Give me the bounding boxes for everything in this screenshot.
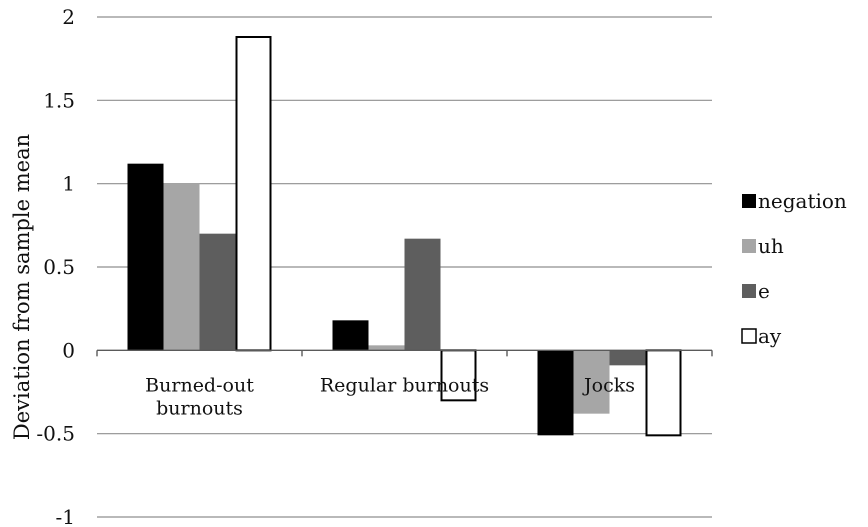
y-axis-tick-labels: 2 1.5 1 0.5 0 -0.5 -1 bbox=[36, 5, 75, 527]
legend-label-e: e bbox=[758, 279, 770, 303]
y-tick-label: -1 bbox=[56, 505, 75, 527]
y-tick-label: 1 bbox=[62, 172, 75, 196]
bar-e bbox=[609, 350, 646, 366]
legend-swatch-ay bbox=[741, 328, 757, 344]
bars bbox=[127, 36, 682, 437]
bar-negation bbox=[332, 320, 369, 351]
y-tick-label: 0 bbox=[62, 338, 75, 362]
bar-negation bbox=[537, 350, 574, 436]
y-axis-title: Deviation from sample mean bbox=[10, 134, 34, 440]
bar-uh bbox=[163, 183, 200, 351]
bar-ay bbox=[235, 36, 272, 352]
legend-swatch-e bbox=[742, 284, 756, 298]
bar-e bbox=[404, 238, 441, 351]
x-axis bbox=[96, 349, 713, 357]
legend-label-ay: ay bbox=[758, 324, 782, 348]
legend-label-negation: negation bbox=[758, 189, 847, 213]
legend-label-uh: uh bbox=[758, 234, 784, 258]
category-label: Burned-out burnouts bbox=[145, 374, 254, 419]
bar-uh bbox=[368, 345, 405, 351]
category-labels: Burned-out burnouts Regular burnouts Jocks bbox=[145, 374, 635, 419]
bar-ay bbox=[645, 349, 682, 437]
bar-e bbox=[199, 233, 236, 351]
legend-swatch-negation bbox=[742, 194, 756, 208]
y-tick-label: -0.5 bbox=[36, 422, 75, 446]
category-label: Jocks bbox=[582, 374, 635, 396]
y-tick-label: 2 bbox=[62, 5, 75, 29]
y-tick-label: 1.5 bbox=[43, 88, 75, 112]
bar-negation bbox=[127, 163, 164, 351]
category-label: Regular burnouts bbox=[320, 374, 489, 396]
legend-swatch-uh bbox=[742, 239, 756, 253]
y-tick-label: 0.5 bbox=[43, 255, 75, 279]
legend: negation uh e ay bbox=[741, 189, 847, 348]
bar-uh bbox=[573, 350, 610, 414]
